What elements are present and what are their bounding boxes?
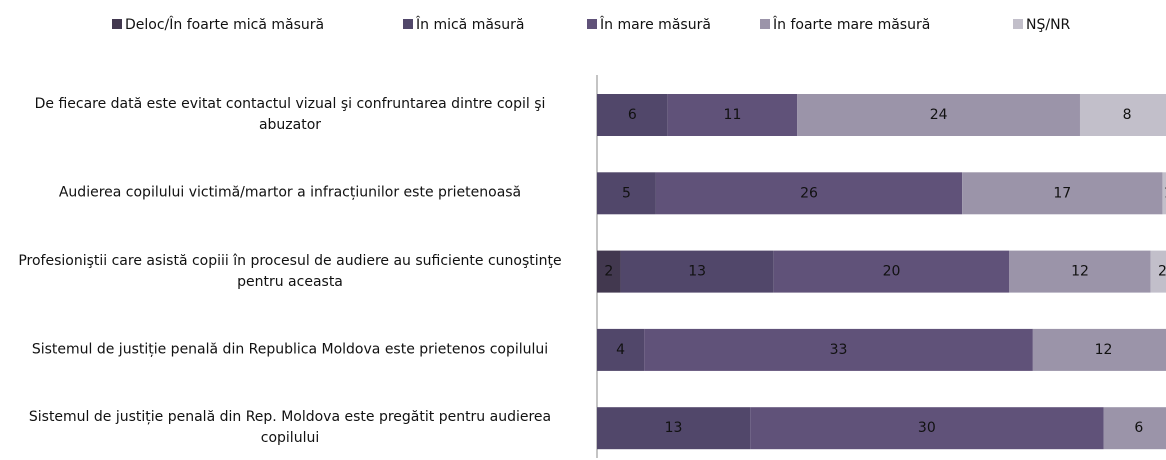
value-label: 30 xyxy=(918,420,936,436)
bar-segment xyxy=(1150,250,1166,293)
value-label: 4 xyxy=(616,342,625,358)
bar-segment xyxy=(1032,328,1166,371)
value-label: 17 xyxy=(1053,185,1071,201)
category-label: Sistemul de justiție penală din Republic… xyxy=(31,341,549,358)
bar-segment xyxy=(750,407,1104,450)
value-label: 24 xyxy=(930,107,948,123)
value-label: 8 xyxy=(1123,107,1132,123)
legend-swatch xyxy=(1013,19,1023,29)
bar-segment xyxy=(797,94,1080,136)
category-label: Audierea copilului victimă/martor a infr… xyxy=(58,184,522,201)
value-label: 20 xyxy=(883,264,901,280)
bar-segment xyxy=(597,328,645,371)
bar-segment xyxy=(644,328,1033,371)
value-label: 6 xyxy=(1134,420,1143,436)
value-label: 13 xyxy=(688,264,706,280)
value-label: 2 xyxy=(1158,264,1166,280)
category-label: Profesioniştii care asistă copiii în pro… xyxy=(18,252,562,290)
bar-segment xyxy=(597,407,751,450)
value-label: 11 xyxy=(724,107,742,123)
legend-swatch xyxy=(760,19,770,29)
bar-segment xyxy=(667,94,798,136)
bar-segment xyxy=(597,172,656,215)
legend-label: În mică măsură xyxy=(415,15,524,33)
legend-label: În foarte mare măsură xyxy=(772,15,930,33)
value-label: 1 xyxy=(1164,185,1166,201)
value-label: 12 xyxy=(1095,342,1113,358)
value-label: 5 xyxy=(622,185,631,201)
value-label: 13 xyxy=(665,420,683,436)
value-label: 33 xyxy=(830,342,848,358)
value-label: 2 xyxy=(604,264,613,280)
bar-segment xyxy=(597,94,668,136)
bar-segment xyxy=(655,172,963,215)
bar-segment xyxy=(597,250,621,293)
category-label: Sistemul de justiție penală din Rep. Mol… xyxy=(28,409,552,447)
legend-swatch xyxy=(403,19,413,29)
legend-label: În mare măsură xyxy=(599,15,711,33)
legend-swatch xyxy=(112,19,122,29)
bar-segment xyxy=(1009,250,1151,293)
bar-segment xyxy=(620,250,774,293)
category-label: De fiecare dată este evitat contactul vi… xyxy=(34,96,546,133)
legend-label: Deloc/În foarte mică măsură xyxy=(125,15,324,33)
legend-label: NŞ/NR xyxy=(1026,17,1071,33)
bar-segment xyxy=(1103,407,1166,450)
value-label: 6 xyxy=(628,107,637,123)
legend-swatch xyxy=(587,19,597,29)
value-label: 12 xyxy=(1071,264,1089,280)
bar-segment xyxy=(773,250,1010,293)
value-label: 26 xyxy=(800,185,818,201)
bar-segment xyxy=(1162,172,1166,215)
bar-segment xyxy=(962,172,1163,215)
bar-segment xyxy=(1079,94,1166,136)
